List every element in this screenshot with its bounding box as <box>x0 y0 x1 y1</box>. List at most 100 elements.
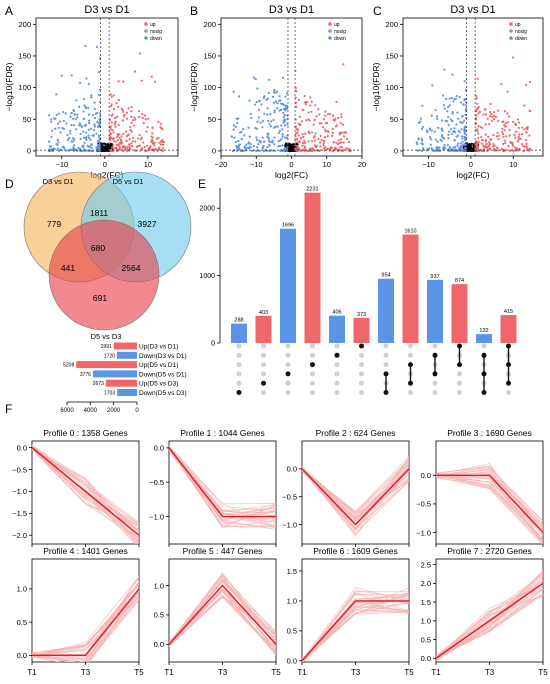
point-up <box>130 130 133 133</box>
point-down <box>443 68 446 71</box>
point-up <box>153 80 157 83</box>
y-tick-label: −0.5 <box>416 500 431 509</box>
point-down <box>276 102 279 105</box>
legend-marker <box>509 29 513 33</box>
point-up <box>513 133 516 136</box>
point-up <box>509 141 512 144</box>
point-down <box>433 130 436 133</box>
point-down <box>233 136 236 139</box>
point-up <box>324 110 327 113</box>
gene-line <box>169 448 276 529</box>
point-up <box>504 125 507 128</box>
point-down <box>75 99 78 102</box>
matrix-dot-empty <box>383 343 389 349</box>
profile-plot-6: Profile 6 : 1609 Genes 0.0 0.5 1.0 1.5 T1 T3 T5 <box>287 546 415 677</box>
y-tick-label: 50 <box>390 115 398 124</box>
point-down <box>283 124 286 127</box>
point-down <box>50 120 53 123</box>
point-down <box>59 131 62 134</box>
matrix-dot-empty <box>408 343 413 349</box>
point-up <box>301 133 304 136</box>
gene-line <box>32 596 139 656</box>
point-down <box>49 145 53 148</box>
point-down <box>247 126 250 129</box>
point-up <box>311 147 315 151</box>
point-down <box>460 128 463 131</box>
point-down <box>271 95 275 98</box>
point-down <box>266 97 270 100</box>
point-up <box>123 146 126 149</box>
gene-line <box>32 444 138 544</box>
point-down <box>72 109 76 112</box>
point-up <box>525 145 528 148</box>
point-up <box>299 137 302 140</box>
point-down <box>272 90 276 93</box>
point-up <box>146 126 149 129</box>
point-down <box>278 144 282 148</box>
point-down <box>269 113 272 116</box>
point-up <box>312 123 315 126</box>
point-up <box>495 146 499 149</box>
point-down <box>457 149 460 152</box>
point-up <box>298 115 301 118</box>
x-tick-label: 10 <box>509 160 517 169</box>
set-name-label: Up(D5 vs D3) <box>139 381 178 388</box>
point-up <box>310 110 313 113</box>
point-down <box>86 145 89 148</box>
point-up <box>305 119 308 122</box>
point-down <box>76 116 79 119</box>
point-down <box>257 142 260 146</box>
point-down <box>439 138 442 142</box>
point-down <box>238 95 241 98</box>
point-up <box>528 80 532 84</box>
point-up <box>323 146 326 149</box>
point-down <box>276 90 279 93</box>
point-down <box>267 119 270 123</box>
point-up <box>130 142 133 145</box>
point-up <box>153 144 156 147</box>
point-up <box>304 103 307 106</box>
point-up <box>135 145 138 148</box>
point-up <box>508 134 511 137</box>
point-up <box>331 127 334 130</box>
point-up <box>110 121 113 124</box>
point-down <box>54 127 57 130</box>
gene-line <box>32 598 139 654</box>
point-down <box>283 108 287 111</box>
point-down <box>253 103 257 106</box>
point-up <box>301 142 305 145</box>
matrix-dot-empty <box>359 390 364 395</box>
profile-model-line <box>32 588 140 657</box>
point-up <box>134 140 137 143</box>
point-down <box>70 111 73 115</box>
point-up <box>294 135 297 138</box>
matrix-dot-empty <box>457 371 462 377</box>
point-up <box>126 117 129 120</box>
point-down <box>85 77 88 80</box>
point-up <box>142 141 145 144</box>
matrix-dot-empty <box>261 390 266 395</box>
point-up <box>314 132 317 135</box>
point-down <box>447 123 450 127</box>
point-up <box>477 125 480 128</box>
point-up <box>122 132 125 135</box>
point-down <box>232 90 235 93</box>
point-down <box>272 118 275 122</box>
gene-line <box>302 593 409 662</box>
point-up <box>514 149 518 152</box>
point-up <box>127 107 130 110</box>
point-up <box>340 145 344 149</box>
plot-frame <box>35 17 179 157</box>
matrix-dot-empty <box>408 352 413 358</box>
point-up <box>504 121 507 125</box>
point-up <box>475 109 478 113</box>
point-up <box>511 142 514 146</box>
y-tick-label: 0.0 <box>421 471 431 480</box>
point-up <box>116 132 119 136</box>
matrix-dot-filled <box>359 343 364 349</box>
point-up <box>497 119 500 123</box>
y-tick-label: 0 <box>211 341 215 348</box>
point-up <box>517 126 520 130</box>
point-up <box>138 144 141 148</box>
point-down <box>90 143 93 146</box>
